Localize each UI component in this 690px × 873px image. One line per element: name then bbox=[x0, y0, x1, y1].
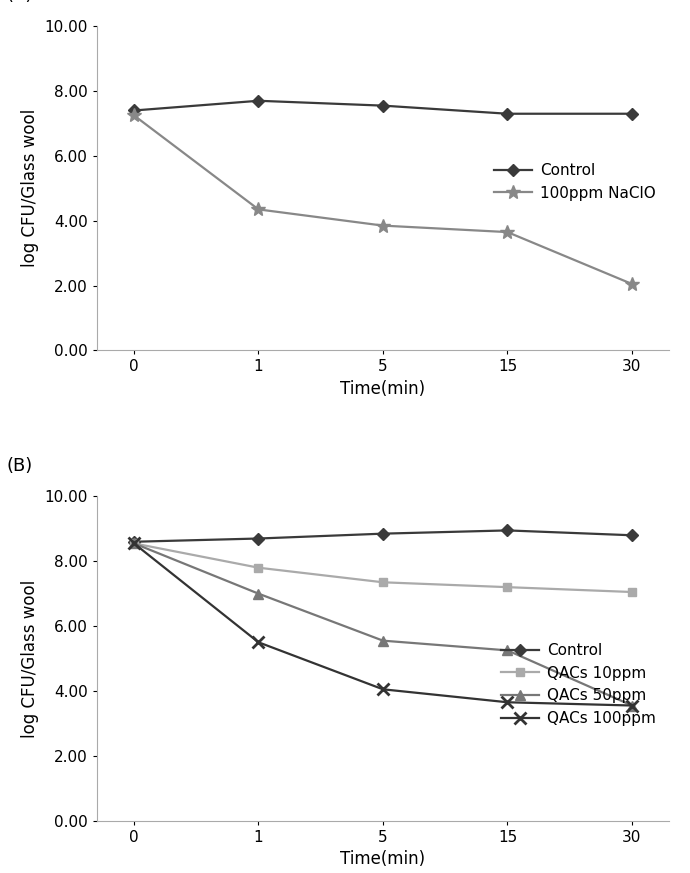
Line: QACs 10ppm: QACs 10ppm bbox=[130, 540, 636, 596]
100ppm NaClO bbox=[628, 278, 636, 289]
QACs 50ppm bbox=[130, 538, 138, 548]
X-axis label: Time(min): Time(min) bbox=[340, 380, 426, 398]
Control bbox=[379, 528, 387, 539]
Control bbox=[255, 533, 263, 544]
QACs 100ppm bbox=[503, 697, 511, 707]
QACs 50ppm bbox=[255, 588, 263, 599]
Line: Control: Control bbox=[130, 97, 636, 118]
X-axis label: Time(min): Time(min) bbox=[340, 850, 426, 869]
QACs 50ppm bbox=[503, 645, 511, 656]
Control bbox=[130, 537, 138, 547]
Control bbox=[255, 95, 263, 106]
Control bbox=[379, 100, 387, 111]
QACs 100ppm bbox=[628, 700, 636, 711]
QACs 10ppm bbox=[130, 538, 138, 548]
Line: 100ppm NaClO: 100ppm NaClO bbox=[127, 108, 639, 291]
Text: (A): (A) bbox=[7, 0, 33, 4]
100ppm NaClO bbox=[130, 110, 138, 120]
100ppm NaClO bbox=[255, 204, 263, 215]
QACs 50ppm bbox=[379, 636, 387, 646]
100ppm NaClO bbox=[503, 227, 511, 237]
QACs 10ppm bbox=[503, 582, 511, 593]
QACs 100ppm bbox=[255, 637, 263, 648]
100ppm NaClO bbox=[379, 220, 387, 230]
QACs 50ppm bbox=[628, 700, 636, 711]
Line: QACs 50ppm: QACs 50ppm bbox=[129, 539, 637, 711]
Y-axis label: log CFU/Glass wool: log CFU/Glass wool bbox=[21, 580, 39, 738]
QACs 10ppm bbox=[379, 577, 387, 588]
QACs 10ppm bbox=[628, 587, 636, 597]
Control bbox=[503, 108, 511, 119]
QACs 10ppm bbox=[255, 562, 263, 573]
Text: (B): (B) bbox=[7, 457, 33, 475]
Y-axis label: log CFU/Glass wool: log CFU/Glass wool bbox=[21, 109, 39, 267]
Control bbox=[628, 530, 636, 540]
Control bbox=[628, 108, 636, 119]
Legend: Control, QACs 10ppm, QACs 50ppm, QACs 100ppm: Control, QACs 10ppm, QACs 50ppm, QACs 10… bbox=[495, 637, 662, 732]
Control bbox=[503, 526, 511, 536]
Control bbox=[130, 106, 138, 116]
Line: Control: Control bbox=[130, 526, 636, 546]
Legend: Control, 100ppm NaClO: Control, 100ppm NaClO bbox=[488, 157, 662, 207]
QACs 100ppm bbox=[130, 538, 138, 548]
QACs 100ppm bbox=[379, 684, 387, 695]
Line: QACs 100ppm: QACs 100ppm bbox=[128, 538, 638, 711]
